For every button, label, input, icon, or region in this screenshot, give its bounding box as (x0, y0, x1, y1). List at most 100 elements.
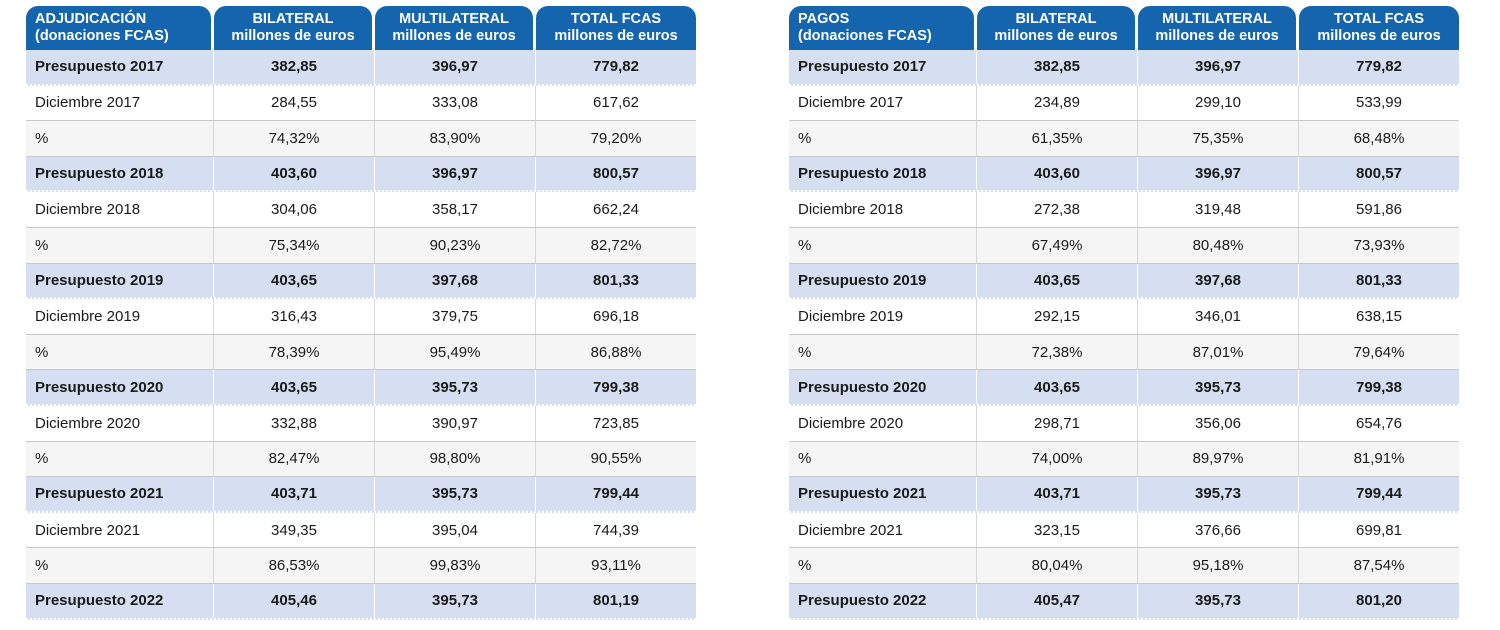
table-row-month: Diciembre 2021 323,15 376,66 699,81 (789, 512, 1459, 549)
bilateral-value: 67,49% (977, 227, 1138, 263)
total-value: 800,57 (1356, 165, 1402, 183)
header-bilateral: BILATERAL millones de euros (214, 6, 372, 50)
table-row-month: Diciembre 2019 292,15 346,01 638,15 (789, 299, 1459, 335)
row-label: % (26, 334, 214, 370)
total-value: 662,24 (593, 201, 639, 219)
bilateral-value: 74,32% (214, 121, 375, 156)
header-multilateral-title: MULTILATERAL (399, 11, 509, 27)
bilateral-value: 403,71 (214, 477, 375, 511)
row-label: Presupuesto 2020 (789, 370, 977, 404)
row-label: % (26, 227, 214, 263)
header-total-title: TOTAL FCAS (1333, 11, 1425, 27)
pagos-table: PAGOS (donaciones FCAS) BILATERAL millon… (789, 6, 1459, 620)
total-value: 93,11% (591, 557, 641, 575)
bilateral-value: 382,85 (977, 50, 1138, 84)
bilateral-value: 80,04% (977, 548, 1138, 583)
total-value: 779,82 (593, 58, 639, 76)
multilateral-value: 396,97 (375, 156, 536, 191)
header-multilateral-unit: millones de euros (392, 28, 516, 44)
multilateral-value: 397,68 (1138, 263, 1299, 298)
table-row-pct: % 82,47% 98,80% 90,55% (26, 441, 696, 478)
table-row-pct: % 86,53% 99,83% 93,11% (26, 548, 696, 584)
table-row-month: Diciembre 2020 332,88 390,97 723,85 (26, 405, 696, 442)
multilateral-value: 83,90% (375, 121, 536, 156)
multilateral-value: 396,97 (1138, 156, 1299, 191)
header-bilateral-title: BILATERAL (252, 11, 334, 27)
total-value: 799,38 (593, 378, 639, 396)
table-row-budget: Presupuesto 2017 382,85 396,97 779,82 (26, 50, 696, 86)
multilateral-value: 99,83% (375, 548, 536, 583)
total-value: 801,20 (1356, 592, 1402, 610)
table-row-budget: Presupuesto 2020 403,65 395,73 799,38 (26, 370, 696, 406)
multilateral-value: 299,10 (1138, 85, 1299, 121)
row-label: % (789, 334, 977, 370)
header-multilateral-unit: millones de euros (1155, 28, 1279, 44)
bilateral-value: 72,38% (977, 334, 1138, 370)
total-value: 638,15 (1356, 307, 1402, 325)
bilateral-value: 82,47% (214, 441, 375, 477)
table-row-pct: % 74,00% 89,97% 81,91% (789, 441, 1459, 478)
multilateral-value: 95,49% (375, 334, 536, 370)
table-row-budget: Presupuesto 2022 405,46 395,73 801,19 (26, 583, 696, 620)
header-concept: PAGOS (donaciones FCAS) (789, 6, 974, 50)
bilateral-value: 349,35 (214, 512, 375, 548)
table-row-pct: % 75,34% 90,23% 82,72% (26, 227, 696, 264)
header-bilateral: BILATERAL millones de euros (977, 6, 1135, 50)
total-value: 779,82 (1356, 58, 1402, 76)
total-value: 696,18 (593, 307, 639, 325)
bilateral-value: 403,65 (214, 370, 375, 404)
header-concept-title: PAGOS (798, 11, 850, 27)
multilateral-value: 80,48% (1138, 227, 1299, 263)
multilateral-value: 395,04 (375, 512, 536, 548)
multilateral-value: 395,73 (1138, 477, 1299, 511)
row-label: Diciembre 2019 (789, 299, 977, 334)
multilateral-value: 87,01% (1138, 334, 1299, 370)
table-row-pct: % 72,38% 87,01% 79,64% (789, 334, 1459, 371)
multilateral-value: 333,08 (375, 85, 536, 121)
table-row-month: Diciembre 2017 284,55 333,08 617,62 (26, 85, 696, 122)
header-concept-subtitle: (donaciones FCAS) (798, 28, 932, 44)
table-row-budget: Presupuesto 2021 403,71 395,73 799,44 (789, 477, 1459, 513)
row-label: % (26, 548, 214, 583)
table-row-pct: % 80,04% 95,18% 87,54% (789, 548, 1459, 584)
header-total-unit: millones de euros (554, 28, 678, 44)
header-total-title: TOTAL FCAS (570, 11, 662, 27)
total-value: 617,62 (593, 94, 639, 112)
bilateral-value: 323,15 (977, 512, 1138, 548)
row-label: Diciembre 2021 (26, 512, 214, 548)
total-value: 73,93% (1353, 236, 1405, 254)
table-row-budget: Presupuesto 2020 403,65 395,73 799,38 (789, 370, 1459, 406)
table-row-budget: Presupuesto 2021 403,71 395,73 799,44 (26, 477, 696, 513)
total-value: 79,20% (590, 129, 642, 147)
total-value: 801,33 (593, 271, 639, 289)
multilateral-value: 358,17 (375, 192, 536, 227)
header-total: TOTAL FCAS millones de euros (1299, 6, 1459, 50)
row-label: Presupuesto 2018 (26, 156, 214, 191)
total-value: 68,48% (1353, 129, 1405, 147)
bilateral-value: 403,60 (977, 156, 1138, 191)
bilateral-value: 403,65 (977, 263, 1138, 298)
row-label: Presupuesto 2021 (789, 477, 977, 511)
row-label: % (789, 548, 977, 583)
row-label: Diciembre 2017 (789, 85, 977, 121)
table-header: PAGOS (donaciones FCAS) BILATERAL millon… (789, 6, 1459, 50)
multilateral-value: 379,75 (375, 299, 536, 334)
table-row-pct: % 61,35% 75,35% 68,48% (789, 121, 1459, 157)
header-concept: ADJUDICACIÓN (donaciones FCAS) (26, 6, 211, 50)
row-label: Presupuesto 2022 (789, 583, 977, 618)
multilateral-value: 346,01 (1138, 299, 1299, 334)
row-label: Diciembre 2021 (789, 512, 977, 548)
bilateral-value: 61,35% (977, 121, 1138, 156)
multilateral-value: 98,80% (375, 441, 536, 477)
header-concept-title: ADJUDICACIÓN (35, 11, 147, 27)
multilateral-value: 396,97 (1138, 50, 1299, 84)
bilateral-value: 382,85 (214, 50, 375, 84)
bilateral-value: 332,88 (214, 405, 375, 441)
bilateral-value: 78,39% (214, 334, 375, 370)
row-label: Diciembre 2020 (789, 405, 977, 441)
total-value: 82,72% (590, 236, 642, 254)
table-row-budget: Presupuesto 2017 382,85 396,97 779,82 (789, 50, 1459, 86)
total-value: 79,64% (1353, 343, 1405, 361)
row-label: Presupuesto 2018 (789, 156, 977, 191)
total-value: 799,44 (1356, 485, 1402, 503)
